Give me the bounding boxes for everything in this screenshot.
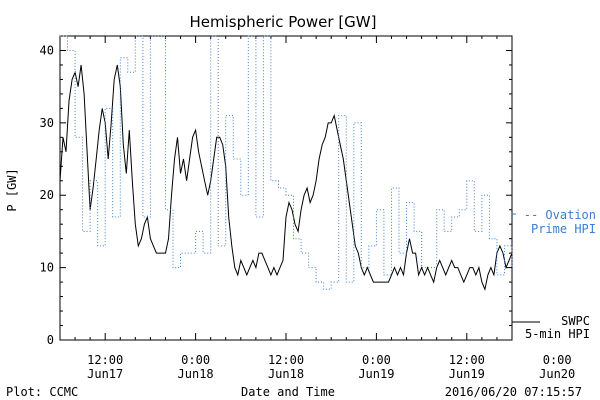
y-tick-label: 10: [40, 261, 54, 275]
x-tick-time: 12:00: [268, 353, 304, 367]
x-tick-time: 0:00: [543, 353, 572, 367]
y-tick-label: 40: [40, 43, 54, 57]
y-tick-label: 30: [40, 116, 54, 130]
x-tick-time: 0:00: [181, 353, 210, 367]
x-tick-date: Jun17: [87, 367, 123, 381]
legend-ovation-label: -- Ovation: [524, 208, 596, 222]
series-ovation-line: [60, 35, 513, 290]
legend-swpc-label: 5-min HPI: [525, 327, 590, 341]
y-ticks: 0 10 20 30 40: [40, 35, 512, 347]
x-tick-date: Jun19: [358, 367, 394, 381]
footer-left: Plot: CCMC: [6, 385, 78, 399]
x-tick-date: Jun18: [268, 367, 304, 381]
x-tick-date: Jun19: [449, 367, 485, 381]
x-tick-date: Jun18: [178, 367, 214, 381]
x-axis-label: Date and Time: [241, 385, 335, 399]
x-tick-time: 12:00: [449, 353, 485, 367]
x-tick-date: Jun20: [539, 367, 575, 381]
x-tick-time: 0:00: [362, 353, 391, 367]
series-swpc-line: [59, 64, 513, 291]
plot-frame: [59, 35, 513, 341]
series-group: [59, 35, 513, 291]
y-axis-label: P [GW]: [5, 168, 19, 211]
y-tick-label: 20: [40, 188, 54, 202]
legend-swpc-label: SWPC: [561, 314, 590, 328]
y-tick-label: 0: [47, 333, 54, 347]
chart-title: Hemispheric Power [GW]: [190, 13, 377, 31]
legend-ovation-label: Prime HPI: [531, 222, 596, 236]
x-tick-time: 12:00: [87, 353, 123, 367]
footer-timestamp: 2016/06/20 07:15:57: [445, 385, 582, 399]
axes: [59, 35, 513, 341]
x-ticks: 12:00Jun170:00Jun1812:00Jun180:00Jun1912…: [59, 36, 575, 381]
